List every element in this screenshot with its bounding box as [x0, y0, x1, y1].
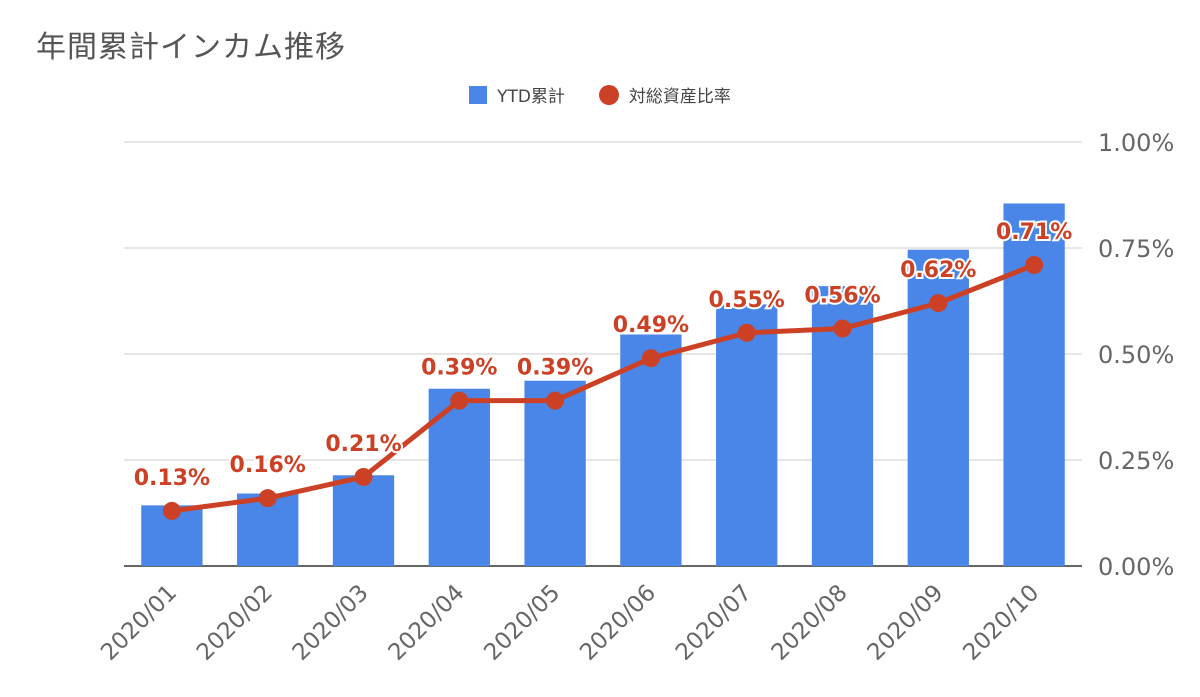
legend-ratio-label: 対総資産比率	[628, 87, 731, 107]
ratio-data-label: 0.13%	[134, 466, 210, 491]
x-tick-label: 2020/02	[192, 580, 278, 666]
legend-item-ratio[interactable]: 対総資産比率	[598, 82, 731, 107]
x-tick-label: 2020/05	[479, 580, 565, 666]
ratio-point	[450, 391, 469, 410]
x-tick-label: 2020/10	[958, 580, 1044, 666]
ratio-point	[833, 319, 852, 338]
ratio-data-label: 0.62%	[900, 258, 976, 283]
x-tick-label: 2020/06	[575, 580, 661, 666]
y-tick-label: 0.50%	[1098, 341, 1174, 369]
x-tick-label: 2020/07	[671, 580, 757, 666]
y-tick-label: 0.00%	[1098, 553, 1174, 581]
y-tick-label: 0.25%	[1098, 447, 1174, 475]
legend-item-ytd[interactable]: YTD累計	[469, 82, 565, 107]
ratio-data-label: 0.16%	[230, 453, 306, 478]
page-title: 年間累計インカム推移	[36, 30, 346, 65]
x-tick-label: 2020/09	[863, 580, 949, 666]
legend-ytd-label: YTD累計	[497, 87, 565, 107]
x-tick-label: 2020/08	[767, 580, 853, 666]
ratio-line	[171, 262, 1036, 514]
bar	[524, 380, 586, 566]
bar	[620, 334, 682, 566]
y-tick-label: 1.00%	[1098, 129, 1174, 157]
ratio-point	[354, 467, 373, 486]
ratio-data-label: 0.39%	[517, 356, 593, 381]
ratio-point	[737, 323, 756, 342]
bar	[716, 304, 778, 566]
y-tick-label: 0.75%	[1098, 235, 1174, 263]
ratio-data-label: 0.21%	[325, 432, 401, 457]
ratio-data-label: 0.55%	[709, 288, 785, 313]
ratio-data-label: 0.39%	[421, 356, 497, 381]
ratio-data-label: 0.49%	[613, 313, 689, 338]
legend-dot-swatch	[598, 84, 619, 105]
x-tick-label: 2020/01	[96, 580, 182, 666]
ratio-point	[258, 489, 277, 508]
ratio-point	[546, 391, 565, 410]
ratio-data-label: 0.56%	[804, 284, 880, 309]
ratio-data-label: 0.71%	[996, 220, 1072, 245]
ratio-point	[1025, 255, 1044, 274]
ratio-point	[929, 294, 948, 313]
legend-bar-swatch	[469, 85, 488, 104]
x-tick-label: 2020/04	[384, 580, 470, 666]
ratio-point	[641, 349, 660, 368]
bar	[332, 475, 395, 566]
ratio-point	[162, 501, 181, 520]
x-tick-label: 2020/03	[288, 580, 374, 666]
legend: YTD累計 対総資産比率	[0, 82, 1200, 107]
